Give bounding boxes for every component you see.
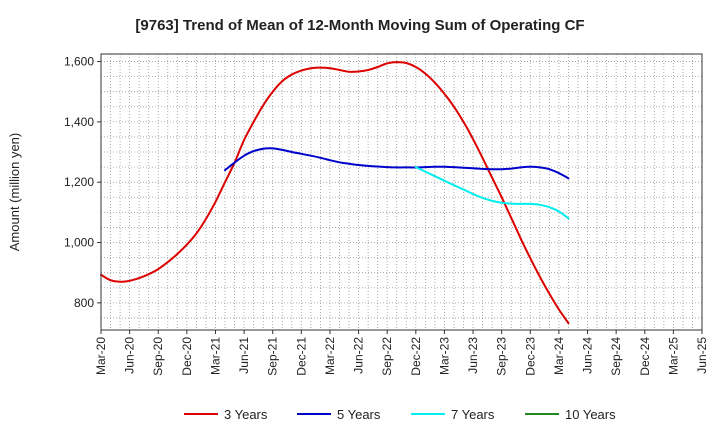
- legend-label-5-years: 5 Years: [337, 407, 381, 422]
- grid-layer: [101, 54, 702, 330]
- legend: 3 Years 5 Years 7 Years 10 Years: [184, 407, 616, 422]
- x-tick-label: Dec-20: [180, 337, 194, 376]
- y-axis-label: Amount (million yen): [7, 133, 22, 252]
- x-tick-label: Sep-24: [609, 337, 623, 376]
- series-layer: [100, 61, 570, 325]
- x-tick-label: Jun-24: [581, 337, 595, 374]
- legend-item-7-years: 7 Years: [411, 407, 495, 422]
- x-tick-label: Dec-21: [294, 337, 308, 376]
- legend-item-10-years: 10 Years: [525, 407, 616, 422]
- x-tick-label: Dec-24: [638, 337, 652, 376]
- x-tick-label: Mar-21: [208, 337, 222, 375]
- chart-title: [9763] Trend of Mean of 12-Month Moving …: [135, 17, 584, 34]
- y-tick-label: 1,600: [64, 55, 94, 69]
- x-tick-label: Sep-20: [151, 337, 165, 376]
- legend-item-3-years: 3 Years: [184, 407, 268, 422]
- x-tick-label: Mar-22: [323, 337, 337, 375]
- series-line-5-years: [224, 147, 570, 180]
- legend-item-5-years: 5 Years: [297, 407, 381, 422]
- series-line-3-years: [100, 61, 570, 325]
- x-tick-label: Sep-23: [495, 337, 509, 376]
- x-tick-label: Mar-25: [666, 337, 680, 375]
- x-tick-label: Dec-23: [523, 337, 537, 376]
- x-tick-label: Sep-21: [266, 337, 280, 376]
- legend-label-3-years: 3 Years: [224, 407, 268, 422]
- y-tick-label: 800: [74, 296, 94, 310]
- x-tick-label: Jun-20: [123, 337, 137, 374]
- y-tick-label: 1,000: [64, 236, 94, 250]
- x-tick-label: Mar-20: [94, 337, 108, 375]
- series-line-7-years: [414, 166, 570, 220]
- legend-label-10-years: 10 Years: [565, 407, 616, 422]
- legend-label-7-years: 7 Years: [451, 407, 495, 422]
- plot-frame: [100, 53, 703, 331]
- y-tick-label: 1,400: [64, 115, 94, 129]
- x-tick-label: Jun-23: [466, 337, 480, 374]
- y-tick-labels: 800 1,000 1,200 1,400 1,600: [64, 55, 101, 310]
- x-tick-label: Dec-22: [409, 337, 423, 376]
- x-tick-label: Mar-23: [437, 337, 451, 375]
- x-tick-labels: Mar-20 Jun-20 Sep-20 Dec-20 Mar-21 Jun-21 Sep-…: [94, 330, 709, 376]
- y-tick-label: 1,200: [64, 175, 94, 189]
- x-tick-label: Jun-22: [352, 337, 366, 374]
- x-tick-label: Sep-22: [380, 337, 394, 376]
- x-tick-label: Mar-24: [552, 337, 566, 375]
- x-tick-label: Jun-25: [695, 337, 709, 374]
- x-tick-label: Jun-21: [237, 337, 251, 374]
